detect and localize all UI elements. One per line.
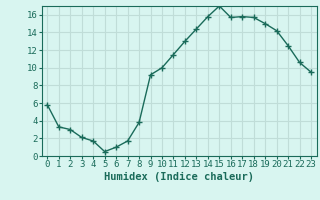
X-axis label: Humidex (Indice chaleur): Humidex (Indice chaleur): [104, 172, 254, 182]
